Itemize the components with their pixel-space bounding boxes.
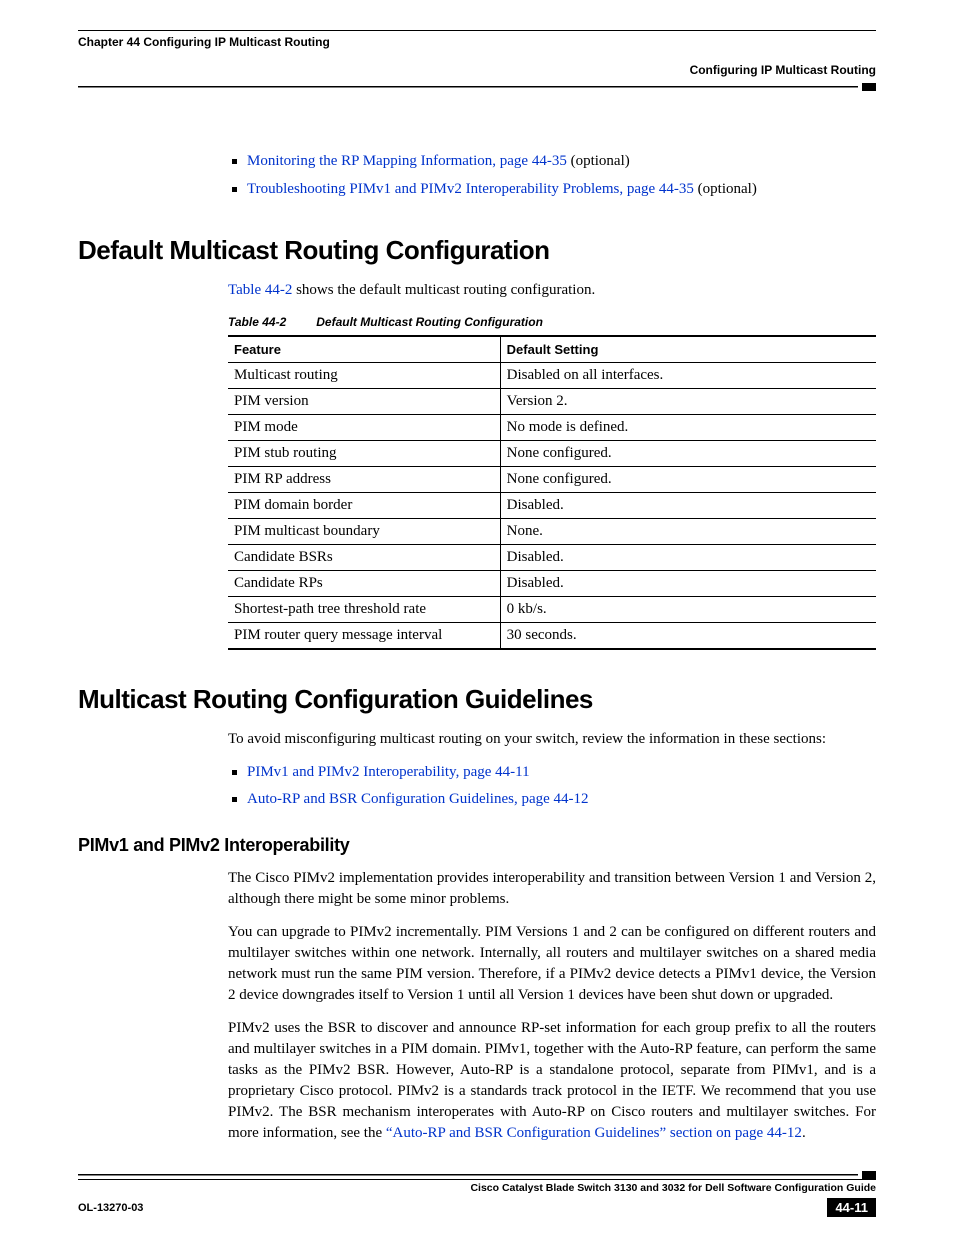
- table-row: PIM multicast boundaryNone.: [228, 518, 876, 544]
- section-header-right: Configuring IP Multicast Routing: [78, 63, 876, 77]
- header-rule-icon: [78, 83, 876, 91]
- cell-default: Disabled on all interfaces.: [500, 362, 876, 388]
- bullet-icon: [232, 770, 237, 775]
- list-item: Troubleshooting PIMv1 and PIMv2 Interope…: [228, 179, 876, 201]
- table-row: PIM stub routingNone configured.: [228, 440, 876, 466]
- cell-default: No mode is defined.: [500, 414, 876, 440]
- paragraph: Table 44-2 shows the default multicast r…: [228, 280, 876, 301]
- paragraph: The Cisco PIMv2 implementation provides …: [228, 868, 876, 910]
- cell-feature: PIM stub routing: [228, 440, 500, 466]
- col-header-feature: Feature: [228, 336, 500, 363]
- subsection-heading-interop: PIMv1 and PIMv2 Interoperability: [78, 835, 876, 856]
- xref-link[interactable]: Auto-RP and BSR Configuration Guidelines…: [247, 791, 589, 807]
- cell-feature: Multicast routing: [228, 362, 500, 388]
- section-heading-default-config: Default Multicast Routing Configuration: [78, 235, 876, 266]
- list-item-trail: (optional): [694, 181, 757, 197]
- table-row: PIM RP addressNone configured.: [228, 466, 876, 492]
- table-row: PIM versionVersion 2.: [228, 388, 876, 414]
- col-header-default: Default Setting: [500, 336, 876, 363]
- default-config-table: Feature Default Setting Multicast routin…: [228, 335, 876, 650]
- list-item: PIMv1 and PIMv2 Interoperability, page 4…: [228, 762, 876, 784]
- cell-default: Version 2.: [500, 388, 876, 414]
- paragraph: You can upgrade to PIMv2 incrementally. …: [228, 922, 876, 1006]
- table-row: Candidate BSRsDisabled.: [228, 544, 876, 570]
- cell-default: 0 kb/s.: [500, 596, 876, 622]
- table-row: Multicast routingDisabled on all interfa…: [228, 362, 876, 388]
- cell-feature: Candidate RPs: [228, 570, 500, 596]
- list-item-trail: (optional): [567, 153, 630, 169]
- xref-link[interactable]: PIMv1 and PIMv2 Interoperability, page 4…: [247, 764, 530, 780]
- cell-feature: Shortest-path tree threshold rate: [228, 596, 500, 622]
- xref-link[interactable]: Table 44-2: [228, 282, 292, 298]
- table-caption: Table 44-2Default Multicast Routing Conf…: [228, 315, 876, 329]
- page-footer: Cisco Catalyst Blade Switch 3130 and 303…: [78, 1171, 876, 1217]
- list-item: Monitoring the RP Mapping Information, p…: [228, 151, 876, 173]
- cell-feature: PIM RP address: [228, 466, 500, 492]
- bullet-icon: [232, 797, 237, 802]
- cell-default: None configured.: [500, 440, 876, 466]
- cell-default: Disabled.: [500, 492, 876, 518]
- footer-doc-id: OL-13270-03: [78, 1202, 143, 1214]
- cell-default: Disabled.: [500, 570, 876, 596]
- cell-default: Disabled.: [500, 544, 876, 570]
- page-number-badge: 44-11: [827, 1198, 876, 1217]
- cell-default: None.: [500, 518, 876, 544]
- xref-link[interactable]: Monitoring the RP Mapping Information, p…: [247, 153, 567, 169]
- cell-feature: PIM mode: [228, 414, 500, 440]
- xref-link[interactable]: “Auto-RP and BSR Configuration Guideline…: [386, 1125, 802, 1141]
- cell-feature: PIM multicast boundary: [228, 518, 500, 544]
- table-row: Candidate RPsDisabled.: [228, 570, 876, 596]
- cell-feature: PIM domain border: [228, 492, 500, 518]
- table-row: Shortest-path tree threshold rate0 kb/s.: [228, 596, 876, 622]
- cell-feature: PIM version: [228, 388, 500, 414]
- cell-default: None configured.: [500, 466, 876, 492]
- cell-feature: Candidate BSRs: [228, 544, 500, 570]
- section-heading-guidelines: Multicast Routing Configuration Guidelin…: [78, 684, 876, 715]
- bullet-icon: [232, 159, 237, 164]
- footer-guide-title: Cisco Catalyst Blade Switch 3130 and 303…: [78, 1179, 876, 1194]
- table-row: PIM domain borderDisabled.: [228, 492, 876, 518]
- paragraph: To avoid misconfiguring multicast routin…: [228, 729, 876, 750]
- cell-feature: PIM router query message interval: [228, 622, 500, 649]
- bullet-icon: [232, 187, 237, 192]
- table-row: PIM router query message interval30 seco…: [228, 622, 876, 649]
- chapter-header: Chapter 44 Configuring IP Multicast Rout…: [78, 35, 876, 49]
- paragraph: PIMv2 uses the BSR to discover and annou…: [228, 1018, 876, 1144]
- xref-link[interactable]: Troubleshooting PIMv1 and PIMv2 Interope…: [247, 181, 694, 197]
- list-item: Auto-RP and BSR Configuration Guidelines…: [228, 789, 876, 811]
- cell-default: 30 seconds.: [500, 622, 876, 649]
- table-row: PIM modeNo mode is defined.: [228, 414, 876, 440]
